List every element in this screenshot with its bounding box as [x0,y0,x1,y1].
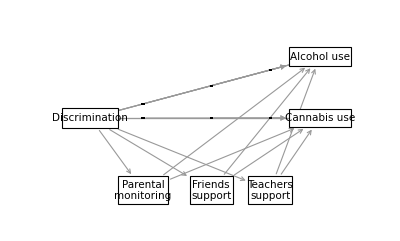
FancyBboxPatch shape [62,108,118,128]
Bar [268,117,272,119]
FancyBboxPatch shape [118,176,168,204]
FancyBboxPatch shape [190,176,233,204]
Text: Friends
support: Friends support [191,180,231,201]
Bar [210,85,213,87]
Bar [142,117,144,119]
Bar [210,117,213,119]
Bar [142,103,144,105]
Text: Parental
monitoring: Parental monitoring [114,180,172,201]
Text: Alcohol use: Alcohol use [290,52,350,62]
FancyBboxPatch shape [289,47,351,66]
Text: Cannabis use: Cannabis use [284,113,355,123]
Bar [268,69,272,71]
Text: Teachers
support: Teachers support [247,180,293,201]
FancyBboxPatch shape [248,176,292,204]
FancyBboxPatch shape [289,109,351,127]
Text: Discrimination: Discrimination [52,113,128,123]
